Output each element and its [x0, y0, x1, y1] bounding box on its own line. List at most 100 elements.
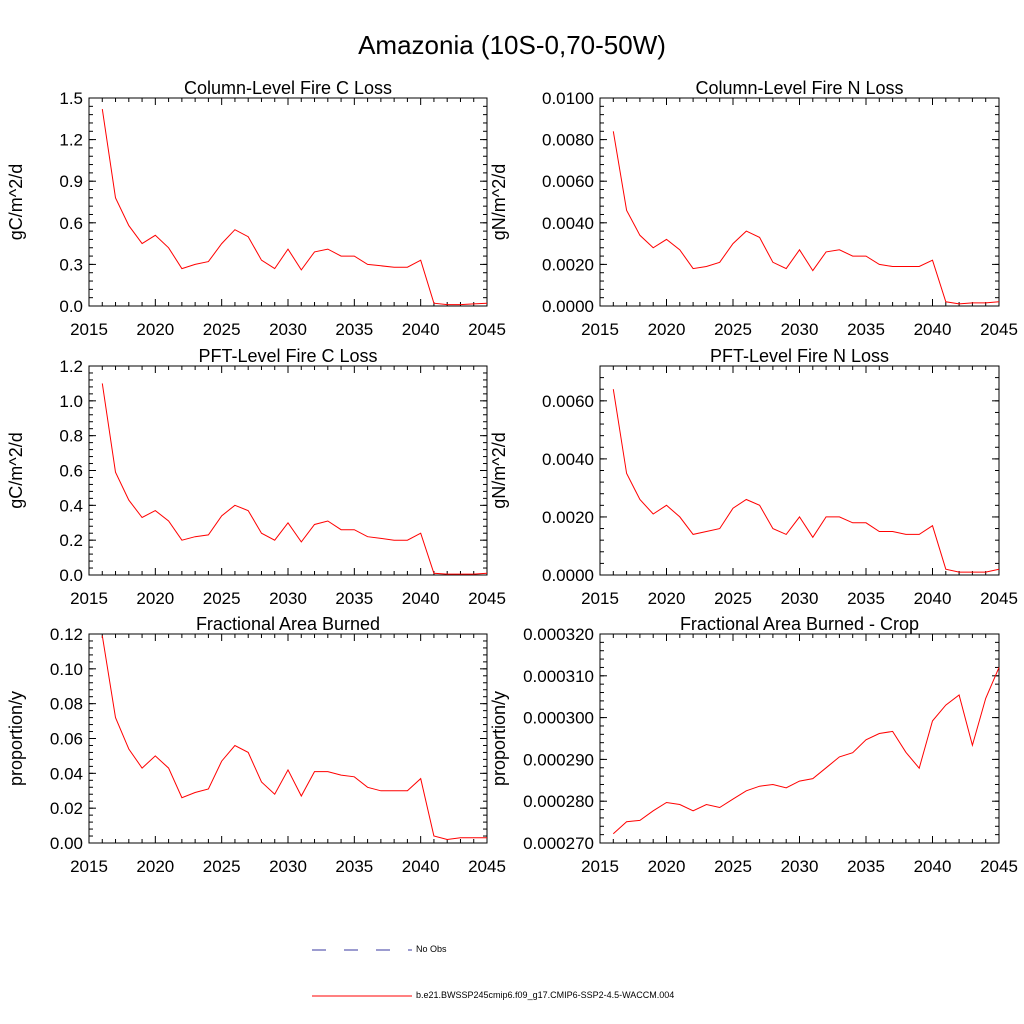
panel-title: Column-Level Fire C Loss	[184, 78, 392, 98]
x-tick-label: 2045	[468, 589, 506, 608]
x-tick-label: 2030	[269, 320, 307, 339]
y-tick-label: 0.000320	[523, 625, 594, 644]
series-line	[101, 383, 488, 575]
x-tick-label: 2035	[335, 320, 373, 339]
y-tick-label: 0.04	[50, 764, 83, 783]
x-tick-label: 2040	[914, 320, 952, 339]
y-tick-label: 0.0040	[542, 214, 594, 233]
y-tick-label: 0.0040	[542, 450, 594, 469]
x-tick-label: 2025	[203, 589, 241, 608]
y-tick-label: 0.10	[50, 660, 83, 679]
y-axis-label: proportion/y	[6, 691, 26, 786]
series-line	[612, 131, 1000, 305]
x-tick-label: 2020	[136, 857, 174, 876]
y-tick-label: 0.000300	[523, 709, 594, 728]
x-tick-label: 2030	[781, 589, 819, 608]
x-tick-label: 2015	[70, 857, 108, 876]
y-tick-label: 0.9	[59, 172, 83, 191]
y-tick-label: 0.0000	[542, 566, 594, 585]
series-line	[612, 667, 1000, 835]
x-tick-label: 2020	[648, 320, 686, 339]
series-line	[101, 635, 487, 841]
legend-label-no-obs: No Obs	[416, 944, 447, 954]
panel-title: PFT-Level Fire N Loss	[710, 346, 889, 366]
y-tick-label: 0.0100	[542, 89, 594, 108]
y-tick-label: 0.0000	[542, 297, 594, 316]
x-tick-label: 2040	[402, 320, 440, 339]
y-tick-label: 0.000270	[523, 834, 594, 853]
y-tick-label: 1.2	[59, 131, 83, 150]
panel-title: Fractional Area Burned	[196, 614, 380, 634]
y-tick-label: 0.0020	[542, 255, 594, 274]
x-tick-label: 2045	[468, 857, 506, 876]
x-tick-label: 2030	[781, 857, 819, 876]
panel-title: Fractional Area Burned - Crop	[680, 614, 919, 634]
x-tick-label: 2020	[136, 589, 174, 608]
y-axis-label: proportion/y	[489, 691, 509, 786]
x-tick-label: 2020	[648, 857, 686, 876]
series-line	[612, 389, 1000, 573]
x-tick-label: 2015	[70, 589, 108, 608]
x-tick-label: 2035	[847, 589, 885, 608]
y-tick-label: 0.2	[59, 531, 83, 550]
y-tick-label: 0.3	[59, 255, 83, 274]
x-tick-label: 2040	[402, 857, 440, 876]
x-tick-label: 2025	[714, 589, 752, 608]
y-tick-label: 0.0060	[542, 172, 594, 191]
x-tick-label: 2015	[581, 320, 619, 339]
x-tick-label: 2040	[914, 589, 952, 608]
y-axis-label: gC/m^2/d	[6, 164, 26, 240]
y-tick-label: 0.0080	[542, 131, 594, 150]
x-tick-label: 2020	[136, 320, 174, 339]
x-tick-label: 2035	[847, 320, 885, 339]
panel-title: Column-Level Fire N Loss	[695, 78, 903, 98]
x-tick-label: 2025	[203, 320, 241, 339]
x-tick-label: 2030	[269, 857, 307, 876]
y-axis-label: gN/m^2/d	[489, 432, 509, 508]
y-tick-label: 1.0	[59, 392, 83, 411]
y-tick-label: 1.5	[59, 89, 83, 108]
y-tick-label: 0.00	[50, 834, 83, 853]
y-axis-label: gN/m^2/d	[489, 164, 509, 240]
x-tick-label: 2035	[335, 857, 373, 876]
y-tick-label: 0.06	[50, 730, 83, 749]
x-tick-label: 2045	[980, 320, 1018, 339]
y-tick-label: 0.000280	[523, 792, 594, 811]
legend-label-simulation: b.e21.BWSSP245cmip6.f09_g17.CMIP6-SSP2-4…	[416, 990, 675, 1000]
x-tick-label: 2030	[781, 320, 819, 339]
series-line	[101, 109, 488, 306]
figure-title: Amazonia (10S-0,70-50W)	[358, 30, 666, 60]
x-tick-label: 2040	[402, 589, 440, 608]
x-tick-label: 2020	[648, 589, 686, 608]
y-tick-label: 0.02	[50, 799, 83, 818]
y-tick-label: 0.6	[59, 214, 83, 233]
x-tick-label: 2015	[581, 589, 619, 608]
x-tick-label: 2025	[714, 857, 752, 876]
x-tick-label: 2035	[335, 589, 373, 608]
y-tick-label: 0.0	[59, 566, 83, 585]
y-tick-label: 0.12	[50, 625, 83, 644]
y-tick-label: 0.0020	[542, 508, 594, 527]
x-tick-label: 2030	[269, 589, 307, 608]
panel-title: PFT-Level Fire C Loss	[198, 346, 377, 366]
y-tick-label: 0.6	[59, 462, 83, 481]
y-tick-label: 0.000290	[523, 750, 594, 769]
y-tick-label: 0.8	[59, 427, 83, 446]
y-tick-label: 1.2	[59, 357, 83, 376]
x-tick-label: 2035	[847, 857, 885, 876]
x-tick-label: 2015	[70, 320, 108, 339]
y-tick-label: 0.0	[59, 297, 83, 316]
x-tick-label: 2015	[581, 857, 619, 876]
x-tick-label: 2040	[914, 857, 952, 876]
y-tick-label: 0.08	[50, 695, 83, 714]
x-tick-label: 2045	[468, 320, 506, 339]
y-tick-label: 0.000310	[523, 667, 594, 686]
y-tick-label: 0.0060	[542, 392, 594, 411]
x-tick-label: 2025	[714, 320, 752, 339]
x-tick-label: 2045	[980, 589, 1018, 608]
y-tick-label: 0.4	[59, 496, 83, 515]
x-tick-label: 2025	[203, 857, 241, 876]
x-tick-label: 2045	[980, 857, 1018, 876]
